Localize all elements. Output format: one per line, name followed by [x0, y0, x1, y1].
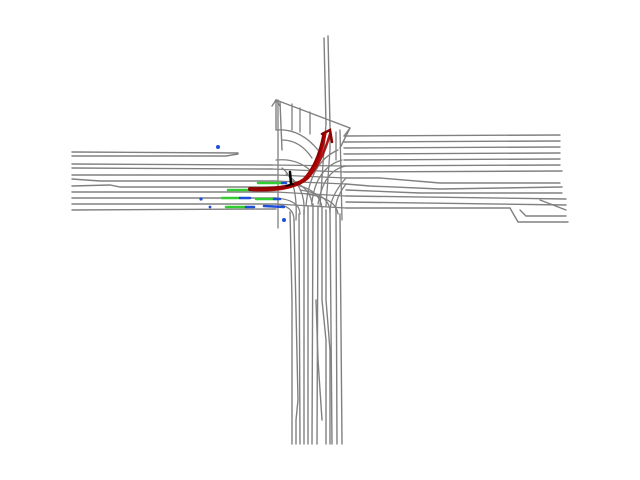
connector [311, 159, 343, 203]
lane [343, 134, 561, 137]
connector [339, 129, 343, 221]
lane [71, 208, 277, 211]
lane [343, 170, 563, 173]
connector [271, 164, 345, 167]
lane [71, 178, 277, 182]
ego-marker [288, 170, 293, 186]
lane [343, 152, 561, 155]
agent-dot [216, 145, 220, 149]
lane [315, 299, 323, 421]
lane [293, 219, 299, 445]
connector [305, 193, 339, 215]
north-approach-lanes [271, 35, 351, 151]
lane [298, 213, 301, 445]
connector [275, 191, 347, 197]
lane [71, 167, 273, 170]
intersection-connectors [271, 99, 351, 229]
lane [345, 195, 567, 200]
lane [343, 164, 561, 167]
connector [275, 180, 347, 185]
lane [343, 140, 561, 143]
lane [345, 207, 569, 223]
lane [345, 201, 567, 206]
lane [311, 203, 314, 445]
lane [345, 183, 563, 190]
connector [305, 149, 339, 207]
lane [345, 177, 561, 184]
lane [519, 209, 567, 217]
ego-vehicle [285, 170, 295, 187]
connector [335, 183, 347, 213]
agent-dot [199, 197, 203, 201]
trajectory-highlight [299, 131, 327, 183]
connector [275, 159, 311, 171]
trajectory [250, 132, 332, 192]
ego-trajectories [248, 128, 334, 192]
lane [323, 37, 327, 125]
connector [271, 168, 345, 173]
lane [343, 146, 561, 149]
lane [343, 158, 561, 161]
lane [71, 163, 273, 166]
connector [275, 203, 347, 209]
lane [321, 207, 327, 445]
east-approach-lanes [343, 134, 569, 223]
connector [281, 139, 313, 159]
lane [345, 189, 563, 194]
lane [339, 127, 351, 149]
agent-dot [282, 218, 286, 222]
lane [335, 211, 338, 445]
lane [271, 98, 281, 107]
lane [539, 199, 567, 211]
lane [71, 153, 239, 157]
agents [199, 145, 288, 222]
agent-current [262, 204, 286, 209]
trajectory-tip [320, 128, 334, 144]
lane [275, 99, 351, 129]
lane [325, 209, 331, 445]
lane [71, 151, 239, 154]
lane [279, 101, 283, 151]
connector [275, 129, 319, 151]
south-approach-lanes [289, 203, 343, 445]
ego-heading [285, 183, 295, 187]
connector [275, 174, 347, 179]
lane [339, 213, 343, 445]
lane [71, 184, 277, 188]
lane [289, 211, 293, 445]
connector [343, 127, 351, 137]
lane [329, 211, 333, 445]
agent-dot [208, 205, 212, 209]
west-approach-lanes [71, 151, 277, 211]
lane [327, 35, 331, 127]
